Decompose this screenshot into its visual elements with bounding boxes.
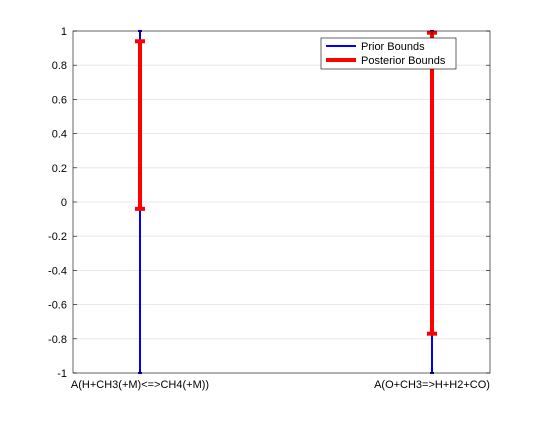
y-tick-label: -0.6 <box>48 300 67 312</box>
x-tick-label: A(O+CH3=>H+H2+CO) <box>374 379 490 391</box>
y-tick-label: 0.4 <box>52 129 67 141</box>
y-tick-label: 0.6 <box>52 94 67 106</box>
y-tick-label: -0.4 <box>48 265 67 277</box>
x-tick-label: A(H+CH3(+M)<=>CH4(+M)) <box>71 379 209 391</box>
y-tick-label: -0.2 <box>48 231 67 243</box>
error-bars <box>135 30 437 374</box>
legend-box <box>320 37 457 70</box>
legend: Prior Bounds Posterior Bounds <box>320 37 457 70</box>
legend-label-prior: Prior Bounds <box>361 41 425 53</box>
y-tick-label: 1 <box>61 26 67 38</box>
y-axis: 1 0.8 0.6 0.4 0.2 0 -0.2 -0.4 -0.6 -0.8 -1 <box>48 26 490 380</box>
x-axis: A(H+CH3(+M)<=>CH4(+M)) A(O+CH3=>H+H2+CO) <box>71 31 490 391</box>
y-tick-label: -1 <box>57 368 67 380</box>
legend-label-posterior: Posterior Bounds <box>361 55 446 67</box>
y-tick-label: 0.8 <box>52 60 67 72</box>
y-tick-label: -0.8 <box>48 334 67 346</box>
y-tick-label: 0 <box>61 197 67 209</box>
grid-lines <box>73 64 490 340</box>
y-tick-label: 0.2 <box>52 163 67 175</box>
